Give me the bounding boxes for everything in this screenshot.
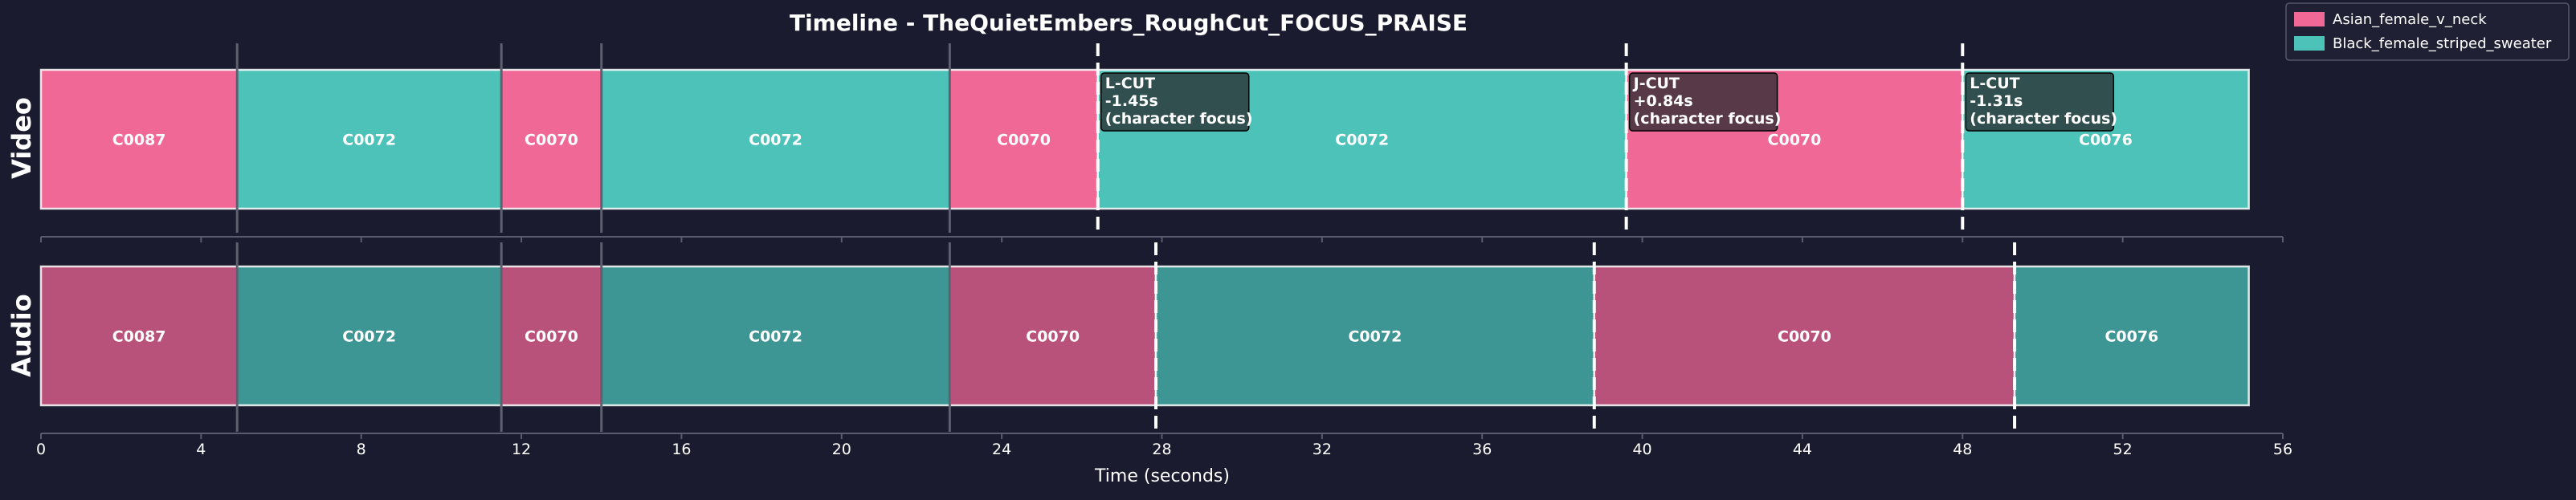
audio-segment-c0072	[1154, 265, 1596, 407]
video-segment-label: C0070	[525, 132, 578, 149]
audio-segment-c0087	[39, 265, 239, 407]
video-segment-label: C0070	[997, 132, 1051, 149]
video-segment-c0072	[600, 68, 951, 210]
x-tick-label: 36	[1472, 441, 1492, 458]
legend-label-black-female: Black_female_striped_sweater	[2333, 35, 2552, 52]
legend-label-asian-female: Asian_female_v_neck	[2333, 11, 2487, 28]
annotation-text: J-CUT	[1632, 75, 1680, 92]
x-tick-label: 20	[832, 441, 851, 458]
annotation-text: -1.45s	[1105, 92, 1158, 110]
annotation-box	[1965, 72, 2115, 132]
chart-title: Timeline - TheQuietEmbers_RoughCut_FOCUS…	[790, 10, 1468, 36]
audio-segment-label: C0072	[342, 328, 396, 346]
video-segment-c0070	[500, 68, 603, 210]
audio-segment-label: C0070	[1026, 328, 1080, 346]
audio-segment-c0072	[235, 265, 503, 407]
video-segment-label: C0070	[1768, 132, 1822, 149]
annotation-box	[1100, 72, 1250, 132]
annotation-text: (character focus)	[1105, 110, 1253, 128]
x-axis-label: Time (seconds)	[1094, 466, 1230, 486]
audio-segment-label: C0070	[525, 328, 578, 346]
x-tick-label: 8	[357, 441, 366, 458]
video-segment-c0072	[235, 68, 503, 210]
annotation-text: (character focus)	[1970, 110, 2117, 128]
video-segment-label: C0072	[342, 132, 396, 149]
audio-segment-c0070	[1593, 265, 2016, 407]
audio-segment-label: C0070	[1778, 328, 1831, 346]
annotation-box	[1628, 72, 1778, 132]
track-label-audio: Audio	[6, 294, 37, 376]
x-tick-label: 16	[672, 441, 691, 458]
audio-segment-label: C0087	[112, 328, 166, 346]
track-label-video: Video	[6, 97, 37, 179]
audio-segment-label: C0072	[749, 328, 802, 346]
x-tick-label: 0	[36, 441, 46, 458]
video-segment-label: C0087	[112, 132, 166, 149]
x-tick-label: 4	[196, 441, 206, 458]
annotation-text: L-CUT	[1105, 75, 1155, 92]
annotation-text: -1.31s	[1970, 92, 2023, 110]
audio-segment-c0076	[2013, 265, 2250, 407]
legend: Asian_female_v_neck Black_female_striped…	[2285, 2, 2570, 61]
x-tick-label: 24	[992, 441, 1011, 458]
audio-segment-c0072	[600, 265, 951, 407]
video-segment-label: C0072	[1335, 132, 1389, 149]
audio-segment-label: C0076	[2104, 328, 2158, 346]
annotation-text: +0.84s	[1634, 92, 1693, 110]
x-tick-label: 12	[512, 441, 531, 458]
x-tick-label: 40	[1632, 441, 1651, 458]
audio-segment-c0070	[500, 265, 603, 407]
x-tick-label: 32	[1312, 441, 1332, 458]
x-tick-label: 52	[2113, 441, 2133, 458]
video-segment-label: C0076	[2079, 132, 2133, 149]
video-segment-label: C0072	[749, 132, 802, 149]
x-tick-label: 44	[1793, 441, 1812, 458]
legend-swatch-asian-female	[2294, 12, 2325, 26]
x-tick-label: 48	[1953, 441, 1972, 458]
x-tick-label: 56	[2273, 441, 2292, 458]
annotation-text: (character focus)	[1634, 110, 1782, 128]
annotation-text: L-CUT	[1970, 75, 2019, 92]
audio-segment-label: C0072	[1348, 328, 1402, 346]
video-segment-c0087	[39, 68, 239, 210]
legend-swatch-black-female	[2294, 36, 2325, 51]
x-tick-label: 28	[1152, 441, 1171, 458]
